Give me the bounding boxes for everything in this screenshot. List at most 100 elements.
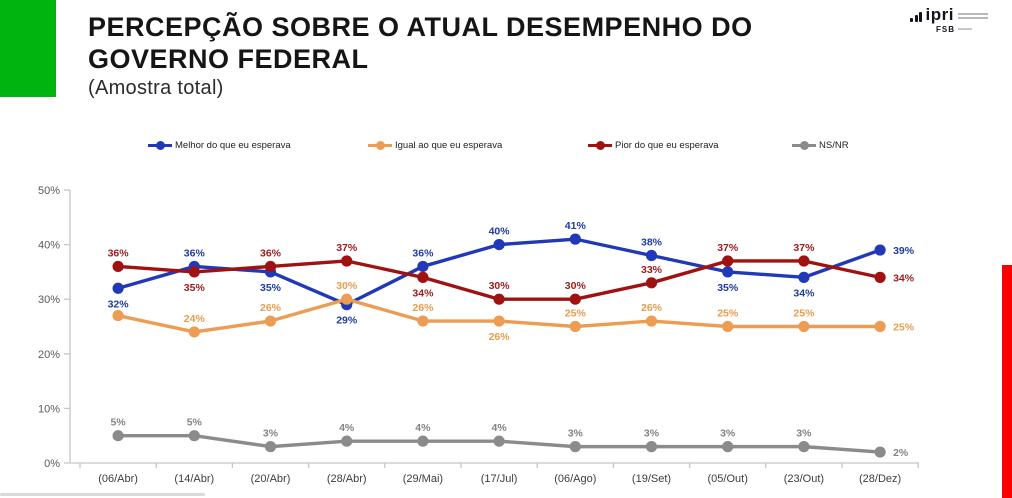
data-point: [569, 441, 581, 453]
chart-text: (20/Abr): [251, 473, 291, 485]
data-point: [645, 249, 658, 262]
legend-label: NS/NR: [819, 139, 849, 151]
chart-text: (19/Set): [632, 473, 671, 485]
chart-text: 30%: [38, 294, 60, 306]
chart-text: 4%: [339, 422, 355, 434]
chart-text: 30%: [336, 280, 358, 292]
chart-text: 29%: [336, 315, 358, 327]
legend-marker-icon: [792, 140, 816, 150]
legend-marker-icon: [368, 140, 392, 150]
logo-subbrand-text: FSB: [936, 24, 955, 34]
legend-item-igual-ao-que-eu-esperava: Igual ao que eu esperava: [368, 136, 502, 154]
chart-text: 30%: [489, 280, 511, 292]
chart-text: 5%: [111, 417, 127, 429]
legend-item-melhor-do-que-eu-esperava: Melhor do que eu esperava: [148, 136, 291, 154]
footer-divider: [0, 493, 205, 496]
chart-text: (17/Jul): [481, 473, 518, 485]
chart-text: 30%: [565, 280, 587, 292]
data-point: [798, 271, 810, 283]
chart-text: (28/Abr): [327, 473, 367, 485]
chart-text: 40%: [489, 226, 511, 238]
data-point: [798, 320, 810, 333]
data-point: [264, 315, 277, 327]
chart-text: 0%: [44, 458, 60, 470]
chart-text: 40%: [38, 240, 60, 252]
series-melhor-do-que-eu-esperava: [112, 233, 886, 311]
data-point: [493, 435, 505, 447]
chart-text: 25%: [565, 308, 587, 320]
chart-text: 37%: [793, 242, 815, 254]
data-point: [341, 293, 353, 305]
data-point: [264, 260, 277, 273]
signal-bars-icon: [910, 11, 924, 22]
data-point: [112, 260, 124, 273]
data-point: [645, 315, 658, 327]
data-point: [417, 271, 429, 283]
chart-text: 36%: [412, 247, 434, 259]
chart-text: 36%: [184, 247, 206, 259]
data-point: [569, 293, 581, 305]
chart-text: 41%: [565, 220, 587, 232]
data-point: [645, 277, 658, 289]
chart-text: 34%: [412, 287, 434, 299]
chart-legend: Melhor do que eu esperava Igual ao que eu…: [0, 136, 1012, 156]
chart-text: 34%: [893, 272, 915, 284]
chart-text: 3%: [644, 428, 660, 440]
slide-header: PERCEPÇÃO SOBRE O ATUAL DESEMPENHO DO GO…: [88, 12, 878, 100]
chart-text: 35%: [184, 282, 206, 294]
ipri-fsb-logo: ipri FSB: [910, 6, 998, 34]
chart-text: (06/Ago): [554, 473, 596, 485]
chart-text: (28/Dez): [859, 473, 901, 485]
chart-text: 37%: [336, 242, 358, 254]
series-ns-nr: [112, 430, 886, 458]
data-point: [341, 255, 353, 267]
chart-text: 35%: [717, 282, 739, 294]
chart-text: 24%: [184, 313, 206, 325]
chart-text: 25%: [893, 322, 915, 334]
series-igual-ao-que-eu-esperava: [112, 293, 886, 338]
chart-text: 25%: [717, 308, 739, 320]
red-accent-bar: [1002, 265, 1012, 498]
chart-text: 2%: [893, 447, 909, 459]
data-point: [722, 441, 734, 453]
data-point: [188, 326, 200, 338]
data-point: [493, 315, 505, 327]
series-pior-do-que-eu-esperava: [112, 255, 886, 305]
chart-text: 39%: [893, 245, 915, 257]
chart-text: 10%: [38, 403, 60, 415]
data-point: [493, 239, 505, 251]
chart-text: 26%: [489, 331, 511, 343]
data-point: [112, 430, 124, 442]
chart-text: 34%: [793, 287, 815, 299]
data-point: [264, 441, 277, 453]
data-point: [112, 309, 124, 322]
legend-marker-icon: [148, 140, 172, 150]
data-point: [417, 435, 429, 447]
chart-text: 26%: [641, 302, 663, 314]
chart-text: 4%: [492, 422, 508, 434]
chart-text: 36%: [260, 247, 282, 259]
chart-text: 3%: [568, 428, 584, 440]
chart-text: 3%: [796, 428, 812, 440]
data-point: [493, 293, 505, 305]
data-point: [874, 271, 886, 283]
chart-text: 36%: [108, 247, 130, 259]
data-point: [417, 260, 429, 273]
legend-label: Igual ao que eu esperava: [395, 139, 503, 151]
chart-text: 38%: [641, 237, 663, 249]
chart-text: 35%: [260, 282, 282, 294]
legend-marker-icon: [588, 140, 612, 150]
legend-item-ns-nr: NS/NR: [792, 136, 849, 154]
chart-text: 26%: [260, 302, 282, 314]
data-point: [874, 446, 886, 458]
page-title: PERCEPÇÃO SOBRE O ATUAL DESEMPENHO DO GO…: [88, 12, 753, 74]
data-point: [798, 255, 810, 267]
chart-text: 37%: [717, 242, 739, 254]
chart-text: 50%: [38, 185, 60, 197]
chart-text: (14/Abr): [174, 473, 214, 485]
data-point: [645, 441, 658, 453]
chart-text: 3%: [263, 428, 279, 440]
chart-text: 3%: [720, 428, 736, 440]
chart-text: 26%: [412, 302, 434, 314]
